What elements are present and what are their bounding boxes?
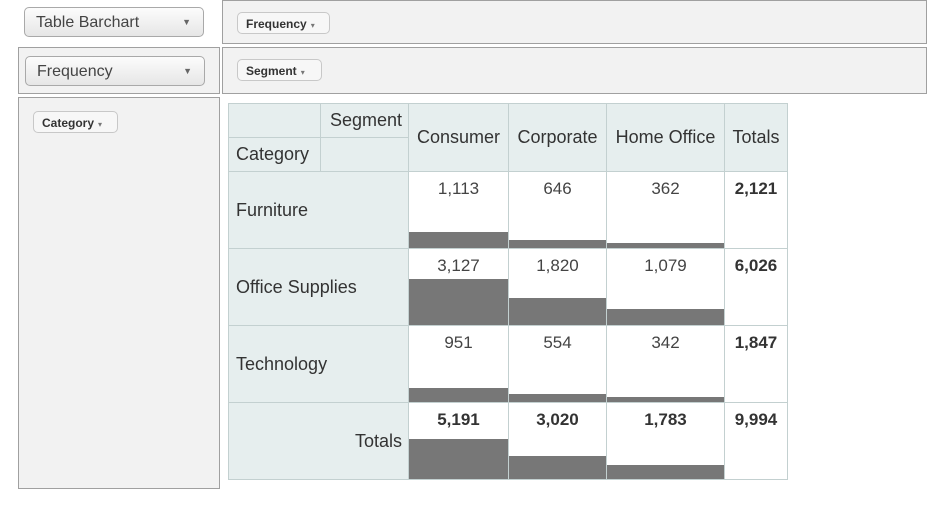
column-header-totals: Totals: [724, 103, 788, 172]
cell-bar: [607, 309, 724, 325]
cell-bar: [607, 242, 724, 248]
row-total: 2,121: [724, 171, 788, 249]
cell-value: 951: [444, 333, 473, 352]
attribute-pill-frequency[interactable]: Frequency ▾: [237, 12, 330, 34]
attribute-pill-label: Frequency: [246, 17, 307, 31]
column-header: Consumer: [408, 103, 509, 172]
cell-bar: [509, 239, 606, 248]
grand-total: 9,994: [724, 402, 788, 480]
cell-bar: [409, 388, 508, 402]
column-header: Home Office: [606, 103, 725, 172]
table-cell: 1,820: [508, 248, 607, 326]
pivot-table: Segment Consumer Corporate Home Office T…: [228, 103, 788, 480]
chevron-down-icon: ▼: [183, 66, 192, 76]
axis-corner-blank: [320, 137, 409, 172]
attribute-pill-category[interactable]: Category ▾: [33, 111, 118, 133]
chevron-down-icon[interactable]: ▾: [310, 21, 315, 30]
table-cell: 554: [508, 325, 607, 403]
aggregator-select[interactable]: Frequency ▼: [25, 56, 205, 86]
cell-bar: [607, 465, 724, 479]
row-header: Technology: [228, 325, 409, 403]
aggregator-select-value: Frequency: [37, 63, 113, 80]
axis-label-segment: Segment: [320, 103, 409, 138]
cell-value: 1,113: [437, 179, 480, 198]
row-total: 6,026: [724, 248, 788, 326]
cell-bar: [409, 439, 508, 479]
table-cell: 362: [606, 171, 725, 249]
chevron-down-icon[interactable]: ▾: [98, 120, 103, 129]
table-cell: 646: [508, 171, 607, 249]
cell-value: 1,820: [536, 256, 579, 275]
chevron-down-icon[interactable]: ▾: [300, 68, 305, 77]
attribute-pill-label: Segment: [246, 64, 297, 78]
table-cell: 1,113: [408, 171, 509, 249]
cell-bar: [509, 393, 606, 402]
cell-value: 342: [651, 333, 680, 352]
aggregator-zone: Frequency ▼: [18, 47, 220, 94]
renderer-select[interactable]: Table Barchart ▼: [24, 7, 204, 37]
table-cell: 951: [408, 325, 509, 403]
chevron-down-icon: ▼: [182, 17, 191, 27]
table-cell: 3,127: [408, 248, 509, 326]
table-cell: 1,079: [606, 248, 725, 326]
attribute-pill-segment[interactable]: Segment ▾: [237, 59, 322, 81]
column-total-value: 1,783: [644, 410, 687, 429]
table-row: Office Supplies 3,127 1,820 1,079 6,026: [228, 248, 788, 326]
row-attr-zone[interactable]: Category ▾: [18, 97, 220, 489]
column-total-value: 5,191: [437, 410, 480, 429]
cell-value: 362: [651, 179, 680, 198]
col-attr-zone[interactable]: Segment ▾: [222, 47, 927, 94]
row-total: 1,847: [724, 325, 788, 403]
renderer-select-value: Table Barchart: [36, 14, 140, 31]
cell-value: 3,127: [437, 256, 480, 275]
column-header: Corporate: [508, 103, 607, 172]
attribute-pill-label: Category: [42, 116, 95, 130]
table-row: Furniture 1,113 646 362 2,121: [228, 171, 788, 249]
row-header-totals: Totals: [228, 402, 409, 480]
cell-value: 1,079: [644, 256, 687, 275]
cell-value: 554: [543, 333, 572, 352]
column-total: 1,783: [606, 402, 725, 480]
column-drop-zone[interactable]: Frequency ▾: [222, 0, 927, 44]
cell-bar: [409, 279, 508, 325]
cell-bar: [509, 456, 606, 479]
row-header: Office Supplies: [228, 248, 409, 326]
cell-bar: [607, 396, 724, 402]
column-total: 3,020: [508, 402, 607, 480]
cell-bar: [509, 298, 606, 325]
column-total: 5,191: [408, 402, 509, 480]
totals-row: Totals 5,191 3,020 1,783 9,994: [228, 402, 788, 480]
table-cell: 342: [606, 325, 725, 403]
row-header: Furniture: [228, 171, 409, 249]
column-total-value: 3,020: [536, 410, 579, 429]
cell-value: 646: [543, 179, 572, 198]
cell-bar: [409, 232, 508, 248]
axis-label-category: Category: [228, 137, 321, 172]
axis-corner-blank: [228, 103, 321, 138]
table-row: Technology 951 554 342 1,847: [228, 325, 788, 403]
